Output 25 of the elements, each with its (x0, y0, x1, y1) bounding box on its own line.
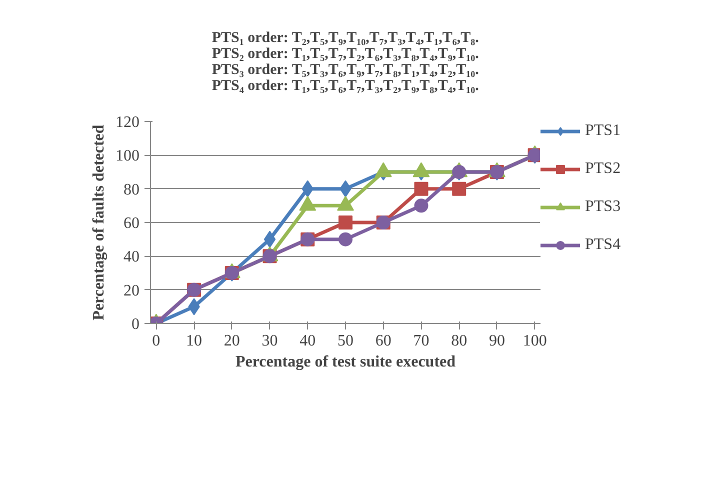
y-tick-label: 20 (124, 282, 140, 300)
x-tick-label: 10 (186, 332, 202, 350)
x-tick-label: 30 (262, 332, 278, 350)
x-tick-label: 20 (224, 332, 240, 350)
x-tick-label: 70 (413, 332, 430, 350)
y-tick-label: 40 (124, 248, 140, 266)
x-tick-label: 80 (451, 332, 468, 350)
legend-label: PTS4 (585, 236, 621, 254)
x-tick-label: 90 (488, 332, 505, 350)
chart-title: PTS₁ order: T₂,T₅,T₉,T₁₀,T₇,T₃,T₄,T₁,T₆,T₈. PTS₂ order: T₁,T₅,T₇,T₂,T₆,T₃,T₈,T₄,T₉,T₁₀. PTS₃ order: T₅,T₃,T₆,T₉,T₇,T₈,T₁,T₄,T₂,T₁₀. PTS₄ order: T₁,T₅,T₆,T₇,T₃,T₂,T₉,T₈,T₄,T₁₀. (212, 30, 480, 94)
y-tick-label: 60 (124, 215, 140, 232)
y-axis-title: Percentage of faults detected (90, 124, 108, 320)
y-tick-label: 0 (132, 316, 140, 333)
x-tick-label: 100 (522, 332, 547, 350)
x-tick-label: 0 (152, 332, 160, 350)
x-axis-title: Percentage of test suite executed (235, 354, 456, 370)
y-tick-label: 120 (116, 114, 140, 131)
x-tick-label: 40 (300, 332, 316, 350)
y-tick-label: 100 (116, 148, 140, 165)
x-tick-label: 50 (338, 332, 354, 350)
x-tick-label: 60 (375, 332, 392, 350)
y-tick-label: 80 (124, 181, 140, 198)
legend-label: PTS1 (585, 122, 621, 140)
legend-label: PTS3 (585, 198, 621, 216)
legend-label: PTS2 (585, 160, 621, 178)
